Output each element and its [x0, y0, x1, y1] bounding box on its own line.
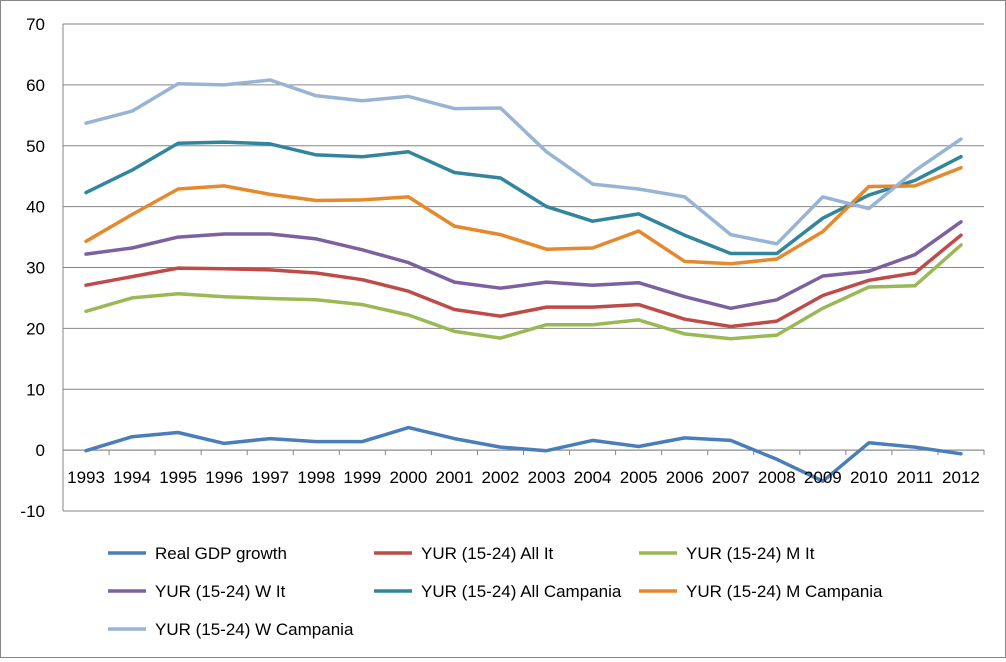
- x-tick-label: 2010: [850, 468, 888, 487]
- series-line-2: [84, 233, 963, 329]
- x-tick-label: 1996: [205, 468, 243, 487]
- x-tick-label: 1994: [113, 468, 151, 487]
- y-tick-label: 50: [26, 137, 45, 156]
- x-tick-label: 2002: [482, 468, 520, 487]
- y-tick-label: 70: [26, 15, 45, 34]
- x-tick-label: 2007: [712, 468, 750, 487]
- legend-label: YUR (15-24) All It: [421, 544, 554, 563]
- legend-item: YUR (15-24) All Campania: [374, 582, 622, 601]
- legend-item: YUR (15-24) All It: [374, 544, 554, 563]
- y-tick-label: -10: [20, 502, 45, 521]
- legend-item: YUR (15-24) M Campania: [639, 582, 883, 601]
- legend-item: YUR (15-24) W Campania: [108, 620, 354, 639]
- legend-item: Real GDP growth: [108, 544, 287, 563]
- y-tick-label: 60: [26, 76, 45, 95]
- legend-label: YUR (15-24) W It: [155, 582, 286, 601]
- series-line-3: [84, 243, 963, 341]
- y-tick-label: 30: [26, 259, 45, 278]
- legend-item: YUR (15-24) W It: [108, 582, 286, 601]
- y-tick-label: 0: [36, 441, 45, 460]
- legend-label: YUR (15-24) All Campania: [421, 582, 622, 601]
- legend-label: YUR (15-24) M Campania: [686, 582, 883, 601]
- x-tick-label: 2011: [897, 468, 934, 487]
- x-tick-label: 1997: [251, 468, 289, 487]
- legend-label: Real GDP growth: [155, 544, 287, 563]
- x-tick-label: 2003: [528, 468, 566, 487]
- y-tick-labels: -10 0 10 20 30 40 50 60 70: [20, 15, 45, 521]
- x-tick-label: 2008: [758, 468, 796, 487]
- x-tick-label: 1998: [297, 468, 335, 487]
- y-tick-label: 40: [26, 198, 45, 217]
- legend-label: YUR (15-24) W Campania: [155, 620, 354, 639]
- x-tick-labels: 1993 1994 1995 1996 1997 1998 1999 2000 2001 2002…: [67, 468, 980, 487]
- y-tick-label: 20: [26, 319, 45, 338]
- series-line-5: [84, 140, 963, 256]
- legend: Real GDP growth YUR (15-24) All It YUR (15…: [108, 544, 883, 639]
- series-line-1: [84, 425, 963, 483]
- x-tick-label: 2005: [620, 468, 658, 487]
- series-line-7: [84, 78, 963, 246]
- series-lines: [84, 78, 963, 483]
- x-tick-label: 1993: [67, 468, 105, 487]
- legend-label: YUR (15-24) M It: [686, 544, 815, 563]
- x-tick-label: 1999: [343, 468, 381, 487]
- series-line-6: [84, 165, 963, 266]
- legend-item: YUR (15-24) M It: [639, 544, 815, 563]
- x-tick-label: 2012: [942, 468, 980, 487]
- series-line-4: [84, 220, 963, 311]
- x-tick-label: 2000: [389, 468, 427, 487]
- x-tick-label: 2006: [666, 468, 704, 487]
- x-tick-marks: [62, 450, 985, 456]
- x-tick-label: 2009: [804, 468, 842, 487]
- x-tick-label: 2001: [436, 468, 474, 487]
- x-tick-label: 2004: [574, 468, 612, 487]
- y-tick-label: 10: [26, 380, 45, 399]
- x-tick-label: 1995: [159, 468, 197, 487]
